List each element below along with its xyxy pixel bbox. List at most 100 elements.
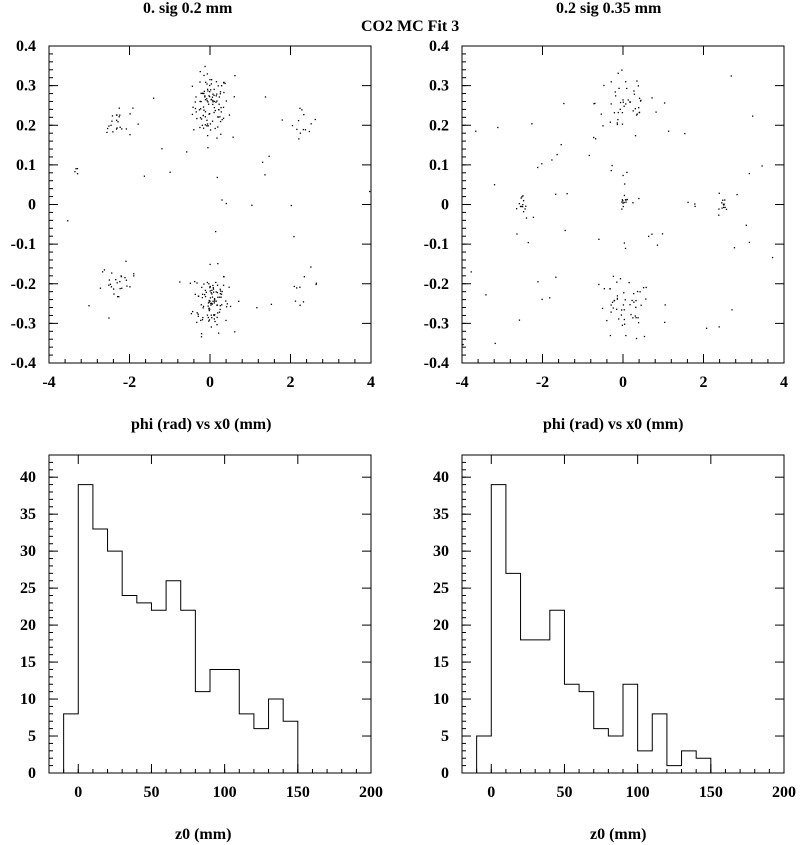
panel-2-point — [541, 298, 543, 301]
panel-1-point — [111, 120, 113, 122]
panel-1-point — [217, 126, 219, 128]
panel-4-ytick-label: 15 — [433, 654, 449, 671]
panel-1-point — [251, 204, 253, 206]
panel-2-point — [485, 294, 487, 296]
panel-2-point — [718, 208, 720, 210]
panel-2-point — [623, 105, 625, 107]
panel-1-ytick-label: -0.3 — [11, 315, 36, 332]
panel-2-point — [636, 290, 639, 293]
panel-1-point — [225, 306, 228, 308]
panel-2-point — [520, 197, 522, 199]
panel-1-point — [143, 175, 146, 177]
panel-2-point — [610, 304, 612, 306]
panel-1-ytick-label: -0.4 — [11, 355, 36, 372]
panel-1-point — [213, 318, 216, 320]
panel-1-point — [200, 100, 202, 103]
panel-2-point — [640, 304, 642, 306]
panel-1-point — [202, 114, 205, 117]
panel-1-point — [115, 119, 118, 121]
panel-2-point — [635, 299, 637, 302]
panel-1-point — [208, 299, 210, 302]
panel-1-point — [211, 296, 214, 298]
panel-1-point — [206, 73, 209, 75]
panel-2-point — [636, 80, 638, 82]
panel-1-point — [133, 275, 135, 277]
panel-1-point — [209, 285, 212, 288]
panel-2-point — [617, 72, 619, 74]
panel-1-point — [161, 148, 163, 150]
panel-2-point — [651, 97, 653, 99]
panel-2-point — [634, 108, 636, 110]
panel-1-point — [233, 96, 235, 98]
panel-2-point — [724, 199, 726, 201]
panel-2-point — [611, 301, 614, 303]
panel-1-point — [110, 286, 113, 288]
panel-1-point — [212, 287, 214, 289]
panel-1-point — [210, 326, 213, 328]
panel-1-point — [299, 132, 302, 134]
panel-2-point — [610, 103, 612, 105]
panel-1-point — [118, 116, 120, 118]
panel-1-point — [221, 118, 223, 121]
panel-1-point — [213, 111, 215, 114]
panel-1-point — [215, 101, 217, 103]
panel-2-point — [664, 304, 666, 306]
panel-1-frame — [48, 45, 372, 364]
panel-2-point — [718, 214, 720, 216]
panel-1-point — [201, 319, 204, 321]
panel-1-point — [210, 83, 213, 85]
panel-1-point — [208, 309, 210, 312]
panel-2-point — [638, 97, 641, 99]
panel-2-point — [632, 317, 634, 319]
panel-1-ytick-label: -0.1 — [11, 236, 36, 253]
panel-2-point — [632, 292, 635, 295]
panel-1-point — [220, 133, 222, 135]
panel-2-ytick-label: -0.4 — [424, 355, 449, 372]
panel-1-point — [207, 147, 209, 149]
panel-1-ytick-label: 0.1 — [16, 157, 36, 174]
panel-3-xlabel: z0 (mm) — [175, 826, 232, 843]
panel-1-point — [217, 262, 219, 265]
panel-1-point — [213, 100, 215, 103]
panel-1-point — [194, 280, 196, 283]
panel-2-point — [627, 99, 629, 101]
panel-2-ytick-label: -0.2 — [424, 276, 449, 293]
panel-1-point — [194, 293, 196, 295]
panel-1-point — [216, 284, 219, 286]
panel-1-point — [106, 127, 109, 130]
panel-1-point — [219, 93, 222, 95]
panel-2-point — [629, 304, 631, 306]
panel-1-point — [223, 91, 225, 94]
panel-1-point — [207, 101, 209, 103]
panel-1-point — [211, 96, 214, 98]
panel-1-point — [204, 99, 207, 101]
panel-2-point — [639, 100, 642, 102]
panel-1-point — [219, 305, 221, 307]
panel-1-point — [204, 111, 207, 113]
panel-1-point — [207, 125, 209, 127]
panel-1-point — [216, 291, 219, 294]
panel-2-point — [616, 297, 619, 300]
panel-1-point — [197, 315, 199, 317]
panel-1-point — [137, 123, 139, 125]
panel-2-point — [687, 201, 689, 203]
panel-1-point — [207, 103, 210, 105]
panel-1-point — [268, 155, 270, 157]
panel-1-point — [101, 271, 104, 273]
panel-2-point — [637, 321, 640, 324]
panel-1-point — [215, 281, 217, 284]
panel-2-point — [642, 287, 645, 289]
panel-2-point — [639, 291, 641, 293]
panel-1-point — [99, 287, 102, 289]
panel-1-point — [220, 111, 222, 113]
panel-1-point — [215, 291, 217, 293]
panel-1-point — [220, 85, 223, 87]
panel-1-point — [206, 281, 209, 284]
panel-2-point — [637, 85, 640, 87]
panel-1-point — [220, 296, 222, 298]
panel-1-point — [301, 109, 303, 111]
panel-1-point — [219, 290, 222, 292]
panel-1-point — [200, 108, 202, 110]
panel-2-point — [493, 184, 496, 186]
panel-1-point — [129, 286, 131, 288]
